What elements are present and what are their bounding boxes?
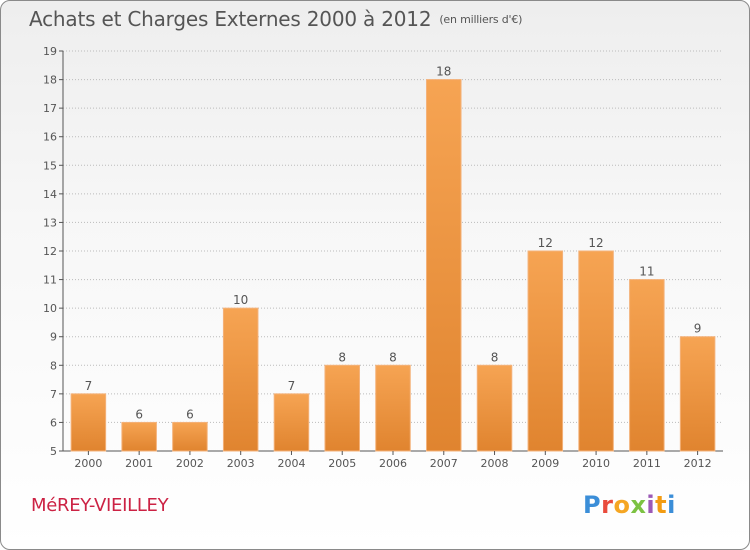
proxiti-logo[interactable]: Proxiti	[583, 491, 676, 519]
data-label: 7	[288, 379, 296, 393]
x-tick-label: 2007	[430, 457, 458, 470]
data-label: 9	[694, 322, 702, 336]
commune-name: MéREY-VIEILLEY	[31, 495, 169, 516]
y-tick-label: 17	[43, 102, 57, 115]
x-tick-label: 2009	[531, 457, 559, 470]
x-tick-label: 2002	[176, 457, 204, 470]
bar	[375, 364, 411, 452]
y-tick-label: 14	[43, 188, 57, 201]
logo-letter: x	[630, 491, 647, 519]
logo-letter: i	[646, 491, 656, 519]
bar	[70, 393, 107, 452]
x-tick-label: 2004	[277, 457, 305, 470]
bar	[222, 307, 259, 452]
data-label: 8	[389, 350, 397, 364]
data-label: 12	[588, 236, 603, 250]
bar	[426, 79, 462, 452]
logo-letter: i	[667, 491, 676, 519]
data-label: 10	[233, 293, 248, 307]
data-label: 7	[85, 379, 93, 393]
y-tick-label: 5	[50, 445, 57, 458]
chart-title-text: Achats et Charges Externes 2000 à 2012	[29, 7, 432, 31]
x-tick-label: 2012	[684, 457, 712, 470]
bar	[679, 336, 716, 452]
y-tick-label: 10	[43, 302, 57, 315]
x-tick-label: 2008	[481, 457, 509, 470]
y-tick-label: 7	[50, 388, 57, 401]
data-label: 8	[338, 350, 346, 364]
bar	[578, 250, 614, 452]
x-tick-label: 2003	[227, 457, 255, 470]
data-label: 8	[491, 350, 499, 364]
y-tick-label: 12	[43, 245, 57, 258]
chart-title: Achats et Charges Externes 2000 à 2012 (e…	[29, 7, 522, 31]
y-tick-label: 13	[43, 216, 57, 229]
y-tick-label: 18	[43, 74, 57, 87]
data-label: 18	[436, 65, 451, 79]
chart-subtitle: (en milliers d'€)	[439, 13, 523, 26]
data-label: 6	[135, 407, 143, 421]
y-tick-label: 19	[43, 45, 57, 58]
y-tick-label: 15	[43, 159, 57, 172]
x-tick-label: 2005	[328, 457, 356, 470]
bar	[324, 364, 360, 452]
x-tick-label: 2006	[379, 457, 407, 470]
bar	[476, 364, 513, 452]
y-tick-label: 16	[43, 131, 57, 144]
y-tick-label: 6	[50, 416, 57, 429]
data-label: 12	[538, 236, 553, 250]
data-label: 11	[639, 265, 654, 279]
bar	[629, 279, 665, 452]
logo-letter: P	[583, 491, 602, 519]
logo-letter: t	[655, 491, 668, 519]
data-label: 6	[186, 407, 194, 421]
x-tick-label: 2001	[125, 457, 153, 470]
bar	[121, 421, 157, 452]
y-tick-label: 9	[50, 331, 57, 344]
x-tick-label: 2011	[633, 457, 661, 470]
bar	[172, 421, 208, 452]
y-tick-label: 8	[50, 359, 57, 372]
logo-letter: r	[601, 491, 614, 519]
x-tick-label: 2010	[582, 457, 610, 470]
logo-letter: o	[613, 491, 631, 519]
y-tick-label: 11	[43, 274, 57, 287]
bar	[527, 250, 564, 452]
bar	[273, 393, 310, 452]
x-tick-label: 2000	[74, 457, 102, 470]
